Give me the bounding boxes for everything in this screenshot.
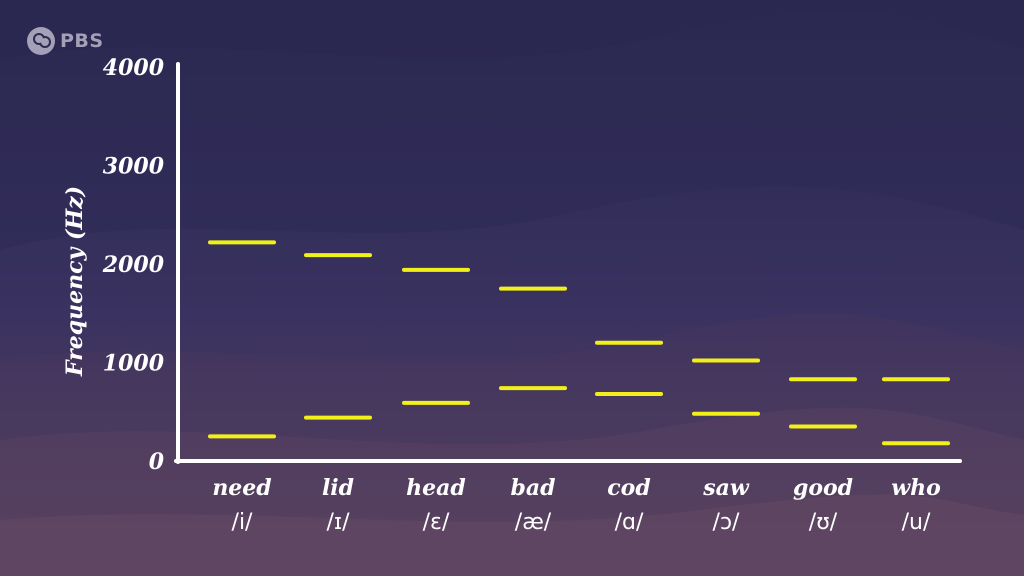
pbs-logo: PBS xyxy=(26,26,104,56)
x-category-labels: need/i/lid/ɪ/head/ɛ/bad/æ/cod/ɑ/saw/ɔ/go… xyxy=(212,475,940,535)
pbs-head-icon xyxy=(27,27,55,55)
y-axis-label: Frequency (Hz) xyxy=(62,186,88,377)
phoneme-label: /æ/ xyxy=(515,510,552,535)
y-tick-label: 1000 xyxy=(103,351,165,377)
y-tick-label: 0 xyxy=(149,449,165,475)
category-label: good xyxy=(793,475,853,501)
category-label: cod xyxy=(607,475,650,501)
y-tick-labels: 0 1000 2000 3000 4000 xyxy=(102,55,165,475)
category-label: who xyxy=(891,475,941,501)
y-tick-label: 2000 xyxy=(102,252,165,278)
phoneme-label: /ɑ/ xyxy=(615,510,644,535)
pbs-logo-text: PBS xyxy=(60,30,104,52)
phoneme-label: /ɔ/ xyxy=(713,510,740,535)
phoneme-label: /i/ xyxy=(232,510,254,535)
category-label: bad xyxy=(510,475,555,501)
category-label: lid xyxy=(322,475,354,501)
y-tick-label: 3000 xyxy=(103,154,165,180)
formant-marks xyxy=(208,240,950,446)
category-label: need xyxy=(212,475,271,501)
category-label: head xyxy=(406,475,466,501)
y-tick-label: 4000 xyxy=(103,55,165,81)
phoneme-label: /ɛ/ xyxy=(423,510,450,535)
phoneme-label: /u/ xyxy=(902,510,931,535)
phoneme-label: /ʊ/ xyxy=(809,510,838,535)
phoneme-label: /ɪ/ xyxy=(327,510,351,535)
category-label: saw xyxy=(702,475,750,501)
